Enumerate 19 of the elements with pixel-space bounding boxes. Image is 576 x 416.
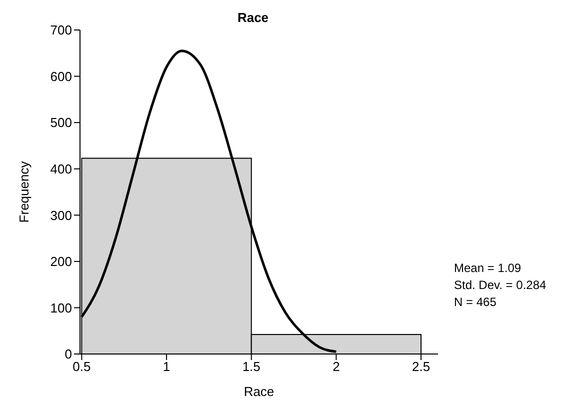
x-tick-label: 1	[162, 359, 170, 374]
y-tick-label: 0	[64, 346, 72, 362]
y-tick-label: 500	[50, 115, 72, 130]
x-tick-label: 2	[332, 359, 340, 374]
x-tick-label: 0.5	[72, 359, 91, 374]
y-tick-label: 100	[50, 300, 72, 316]
y-tick-label: 300	[50, 208, 72, 223]
chart-title: Race	[236, 10, 270, 25]
y-axis-title: Frequency	[16, 160, 32, 223]
text: Std. Dev. = 0.284	[454, 277, 546, 294]
y-tick-label: 600	[50, 68, 72, 84]
y-tick-label: 700	[50, 22, 72, 38]
text: Mean = 1.09	[454, 260, 522, 277]
x-axis-title: Race	[244, 384, 274, 399]
text: N = 465	[454, 294, 498, 311]
x-tick-label: 1.5	[242, 359, 260, 374]
x-tick-label: 2.5	[412, 359, 430, 374]
y-tick-label: 400	[50, 161, 72, 176]
y-tick-label: 200	[50, 254, 72, 270]
